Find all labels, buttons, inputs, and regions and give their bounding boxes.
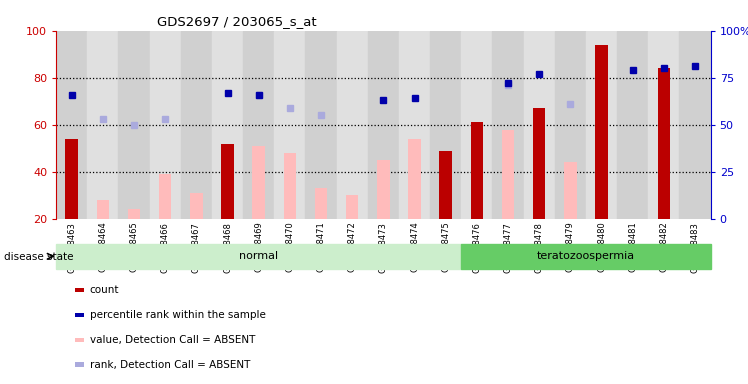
Bar (399, 31, 430, 219)
Bar (66, 139, 78, 219)
Bar (368, 31, 399, 219)
Bar (346, 195, 358, 219)
Bar (305, 31, 337, 219)
Text: count: count (90, 285, 119, 295)
Bar (252, 146, 265, 219)
Text: normal: normal (239, 251, 278, 262)
Bar (221, 144, 233, 219)
Bar (533, 108, 545, 219)
Bar (649, 31, 679, 219)
Bar (150, 31, 181, 219)
Bar (470, 122, 483, 219)
Bar (586, 31, 617, 219)
Text: GDS2697 / 203065_s_at: GDS2697 / 203065_s_at (157, 15, 316, 28)
Bar (315, 188, 327, 219)
Bar (181, 31, 212, 219)
Text: teratozoospermia: teratozoospermia (537, 251, 635, 262)
Bar (439, 151, 452, 219)
Bar (96, 200, 109, 219)
Bar (430, 31, 462, 219)
Bar (595, 45, 607, 219)
Bar (657, 68, 670, 219)
Bar (283, 153, 296, 219)
Bar (275, 31, 305, 219)
Bar (243, 31, 275, 219)
Bar (555, 31, 586, 219)
Bar (492, 31, 524, 219)
Text: value, Detection Call = ABSENT: value, Detection Call = ABSENT (90, 335, 255, 345)
Bar (502, 129, 515, 219)
Bar (88, 31, 118, 219)
Bar (159, 174, 171, 219)
Bar (128, 210, 141, 219)
Bar (377, 160, 390, 219)
Text: disease state: disease state (4, 252, 73, 262)
Bar (462, 31, 492, 219)
Bar (56, 31, 88, 219)
Bar (564, 162, 577, 219)
Text: rank, Detection Call = ABSENT: rank, Detection Call = ABSENT (90, 360, 250, 370)
Bar (679, 31, 711, 219)
Text: percentile rank within the sample: percentile rank within the sample (90, 310, 266, 320)
Bar (408, 139, 420, 219)
Bar (337, 31, 368, 219)
Bar (462, 244, 711, 269)
Bar (190, 193, 203, 219)
Bar (212, 31, 243, 219)
Bar (524, 31, 555, 219)
Bar (118, 31, 150, 219)
Bar (617, 31, 649, 219)
Bar (56, 244, 462, 269)
